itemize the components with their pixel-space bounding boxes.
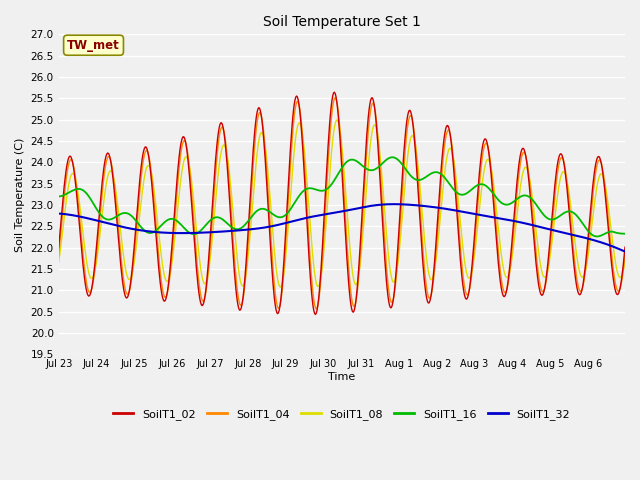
Legend: SoilT1_02, SoilT1_04, SoilT1_08, SoilT1_16, SoilT1_32: SoilT1_02, SoilT1_04, SoilT1_08, SoilT1_… (109, 405, 575, 424)
Y-axis label: Soil Temperature (C): Soil Temperature (C) (15, 137, 25, 252)
Title: Soil Temperature Set 1: Soil Temperature Set 1 (263, 15, 420, 29)
Text: TW_met: TW_met (67, 39, 120, 52)
X-axis label: Time: Time (328, 372, 355, 382)
